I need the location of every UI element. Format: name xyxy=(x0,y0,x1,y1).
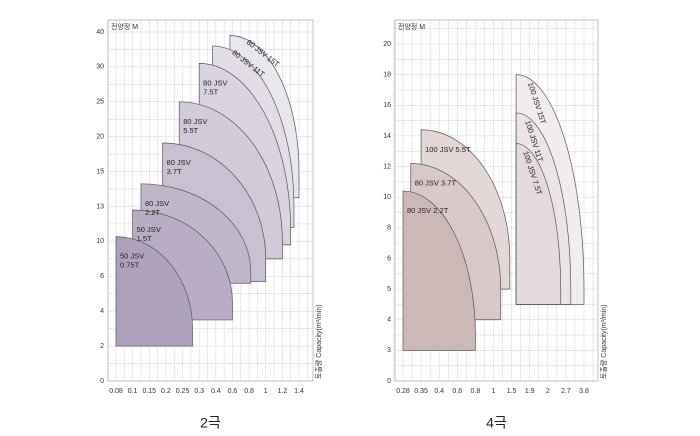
caption: 2극 xyxy=(200,415,221,431)
region-label-line: 3.7T xyxy=(167,167,182,176)
region-label-line: 80 JSV xyxy=(145,199,169,208)
x-tick-label: 0.6 xyxy=(452,388,462,395)
region-label-line: 80 JSV xyxy=(167,158,191,167)
y-tick-label: 20 xyxy=(96,134,104,141)
y-tick-label: 15 xyxy=(96,168,104,175)
y-tick-label: 3 xyxy=(387,347,391,354)
y-tick-label: 6 xyxy=(100,273,104,280)
x-tick-label: 0.25 xyxy=(176,388,190,395)
x-tick-label: 0.4 xyxy=(211,388,221,395)
region-label: 80 JSV 5.5T xyxy=(183,117,207,135)
x-tick-label: 0.35 xyxy=(414,388,428,395)
x-tick-label: 1.5 xyxy=(507,388,517,395)
y-tick-label: 0 xyxy=(100,378,104,385)
region-label: 80 JSV 3.7T xyxy=(415,178,457,187)
y-axis-title: 전양정 M xyxy=(111,22,138,31)
x-axis-title: 토출량 Capacity(m³/min) xyxy=(314,304,323,379)
x-tick-label: 0.3 xyxy=(194,388,204,395)
region-label: 80 JSV 2.2T xyxy=(407,206,449,215)
operating-region xyxy=(115,236,193,347)
y-tick-label: 20 xyxy=(383,41,391,48)
operating-region xyxy=(402,190,476,351)
x-tick-label: 0.08 xyxy=(109,388,123,395)
x-tick-label: 0.6 xyxy=(228,388,238,395)
region-label-line: 7.5T xyxy=(203,87,218,96)
y-tick-label: 16 xyxy=(383,102,391,109)
x-axis-title: 토출량 Capacity(m³/min) xyxy=(599,304,608,379)
y-tick-label: 2 xyxy=(100,343,104,350)
x-tick-label: 0.15 xyxy=(142,388,156,395)
x-tick-label: 1.9 xyxy=(525,388,535,395)
x-tick-label: 0.4 xyxy=(434,388,444,395)
region-label: 100 JSV 5.5T xyxy=(425,145,471,154)
x-tick-label: 0.1 xyxy=(128,388,138,395)
y-tick-label: 30 xyxy=(96,64,104,71)
y-axis-title: 전양정 M xyxy=(398,22,425,31)
operating-region xyxy=(515,143,562,305)
region-label: 50 JSV 1.5T xyxy=(137,225,161,243)
region-label: 80 JSV 3.7T xyxy=(167,158,191,176)
region-label-line: 80 JSV 2.2T xyxy=(407,206,449,215)
x-tick-label: 1 xyxy=(264,388,268,395)
y-tick-label: 0 xyxy=(387,378,391,385)
x-tick-label: 0.8 xyxy=(471,388,481,395)
region-label: 80 JSV 2.2T xyxy=(145,199,169,217)
y-tick-label: 18 xyxy=(383,71,391,78)
region-label-line: 80 JSV xyxy=(203,78,227,87)
x-tick-label: 0.28 xyxy=(396,388,410,395)
region-label-line: 1.5T xyxy=(137,234,152,243)
x-tick-label: 2 xyxy=(546,388,550,395)
y-tick-label: 10 xyxy=(96,238,104,245)
x-tick-label: 3.8 xyxy=(579,388,589,395)
x-tick-label: 1.2 xyxy=(277,388,287,395)
y-tick-label: 25 xyxy=(96,99,104,106)
region-label-line: 80 JSV 3.7T xyxy=(415,178,457,187)
x-tick-label: 0.8 xyxy=(244,388,254,395)
x-tick-label: 2.7 xyxy=(561,388,571,395)
region-label-line: 50 JSV xyxy=(120,252,144,261)
x-tick-label: 1.4 xyxy=(294,388,304,395)
region-label-line: 0.75T xyxy=(120,261,140,270)
region-label-line: 2.2T xyxy=(145,208,160,217)
y-tick-label: 5 xyxy=(387,286,391,293)
y-tick-label: 4 xyxy=(100,308,104,315)
region-label-line: 5.5T xyxy=(183,126,198,135)
y-tick-label: 14 xyxy=(383,133,391,140)
y-tick-label: 40 xyxy=(96,29,104,36)
region-label: 80 JSV 7.5T xyxy=(203,78,227,96)
y-tick-label: 13 xyxy=(96,203,104,210)
y-tick-label: 6 xyxy=(387,255,391,262)
y-tick-label: 8 xyxy=(387,225,391,232)
y-tick-label: 12 xyxy=(383,163,391,170)
y-tick-label: 4 xyxy=(387,317,391,324)
x-tick-label: 1 xyxy=(492,388,496,395)
x-tick-label: 0.2 xyxy=(161,388,171,395)
region-label: 50 JSV 0.75T xyxy=(120,252,144,270)
region-label-line: 100 JSV 5.5T xyxy=(425,145,471,154)
region-label-line: 80 JSV xyxy=(183,117,207,126)
caption: 4극 xyxy=(486,415,507,431)
y-tick-label: 10 xyxy=(383,194,391,201)
region-label-line: 50 JSV xyxy=(137,225,161,234)
